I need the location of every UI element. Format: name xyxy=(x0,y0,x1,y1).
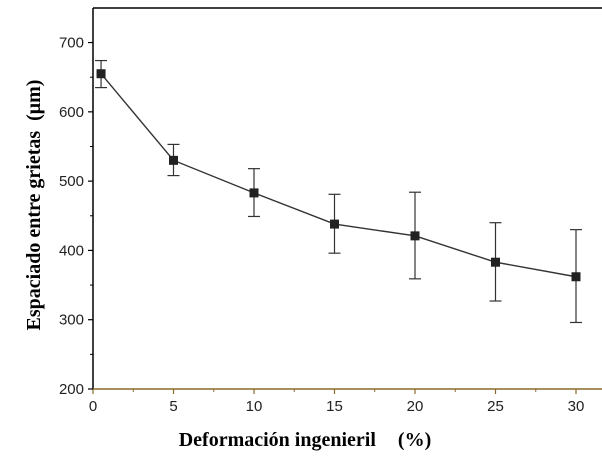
data-point xyxy=(249,188,259,198)
axes xyxy=(88,7,602,394)
x-tick-label: 0 xyxy=(89,398,97,415)
x-axis-unit: (%) xyxy=(398,429,431,451)
data-point xyxy=(96,69,106,79)
x-tick-label: 5 xyxy=(169,398,177,415)
data-series xyxy=(96,69,581,282)
y-tick-label: 600 xyxy=(59,104,84,121)
error-bars xyxy=(95,59,582,324)
x-tick-label: 30 xyxy=(568,398,585,415)
y-tick-label: 200 xyxy=(59,381,84,398)
data-point xyxy=(330,219,339,229)
data-point xyxy=(571,272,581,282)
y-axis-label: Espaciado entre grietas xyxy=(23,131,45,331)
x-tick-label: 15 xyxy=(326,398,343,415)
data-point xyxy=(410,231,420,241)
y-tick-label: 500 xyxy=(59,173,84,190)
x-axis-title: Deformación ingenieril (%) xyxy=(179,429,432,451)
y-tick-label: 700 xyxy=(59,35,84,52)
y-tick-label: 400 xyxy=(59,242,84,259)
tick-labels: 0 5 10 15 20 25 30 200 300 400 500 600 700 xyxy=(59,35,584,415)
x-tick-label: 25 xyxy=(487,398,504,415)
y-tick-label: 300 xyxy=(59,312,84,329)
x-axis-label: Deformación ingenieril xyxy=(179,429,377,451)
y-axis-title: Espaciado entre grietas (μm) xyxy=(23,80,45,331)
x-tick-label: 10 xyxy=(246,398,263,415)
data-point xyxy=(169,155,178,165)
y-axis-unit: (μm) xyxy=(23,80,45,121)
x-tick-label: 20 xyxy=(407,398,424,415)
data-point xyxy=(491,257,500,267)
